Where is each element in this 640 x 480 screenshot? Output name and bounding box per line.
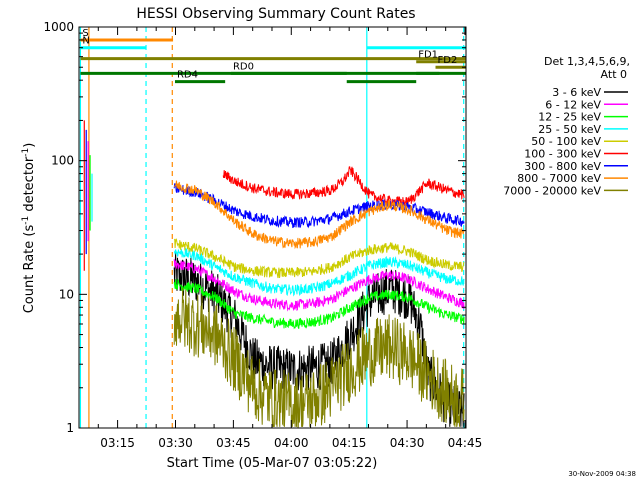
y-tick-label-0: 1 [66,421,74,435]
y-label-sup-2: -1 [21,148,31,157]
legend-label-2: 12 - 25 keV [538,111,601,124]
x-tick-label-2: 03:45 [216,436,251,450]
series-line-0 [173,251,465,427]
x-axis: 03:15 03:30 03:45 04:00 04:15 04:30 04:45 [78,27,483,450]
x-tick-label-6: 04:45 [448,436,483,450]
flag-label-5: FD2 [438,55,458,66]
legend-label-5: 100 - 300 keV [524,148,601,161]
series-line-3 [173,248,465,297]
legend-label-4: 50 - 100 keV [531,135,601,148]
y-axis: 1 10 100 1000 [43,20,466,435]
legend-label-0: 3 - 6 keV [552,86,601,99]
flag-label-1: N [82,36,89,47]
series-line-5 [222,166,465,208]
y-label-end: ) [22,143,37,148]
y-axis-label: Count Rate (s-1 detector-1) [21,143,37,314]
x-tick-label-3: 04:00 [274,436,309,450]
flag-label-8: RD0 [233,61,254,72]
y-label-main: Count Rate (s [22,225,37,314]
legend-label-8: 7000 - 20000 keV [503,184,601,197]
legend-header-1: Det 1,3,4,5,6,9, [544,55,630,68]
series-line-4 [174,237,465,279]
legend-label-3: 25 - 50 keV [538,123,601,136]
series-layer [83,120,465,428]
legend-header-2: Att 0 [601,68,627,81]
flag-label-4: FD1 [418,50,438,61]
series-line-1 [173,259,465,312]
chart-title: HESSI Observing Summary Count Rates [136,6,415,22]
series-line-6 [173,183,465,229]
plot-frame [78,26,467,429]
x-axis-label: Start Time (05-Mar-07 03:05:22) [167,456,378,471]
series-line-2 [173,278,465,330]
y-label-sup-1: -1 [21,216,31,225]
y-tick-label-2: 100 [51,154,74,168]
flag-label-0: S [82,28,88,39]
x-tick-label-0: 03:15 [100,436,135,450]
x-tick-label-5: 04:30 [390,436,425,450]
flag-label-7: RD4 [177,70,198,81]
vertical-markers [79,27,465,428]
series-line-7 [174,180,465,250]
legend-label-1: 6 - 12 keV [545,98,601,111]
y-label-mid: detector [22,156,37,216]
legend-label-6: 300 - 800 keV [524,160,601,173]
x-tick-label-1: 03:30 [158,436,193,450]
y-tick-label-3: 1000 [43,20,74,34]
y-tick-label-1: 10 [59,287,74,301]
legend-label-7: 800 - 7000 keV [517,172,601,185]
footer-date: 30-Nov-2009 04:38 [568,470,636,478]
series-line-8 [173,287,465,428]
x-tick-label-4: 04:15 [332,436,367,450]
